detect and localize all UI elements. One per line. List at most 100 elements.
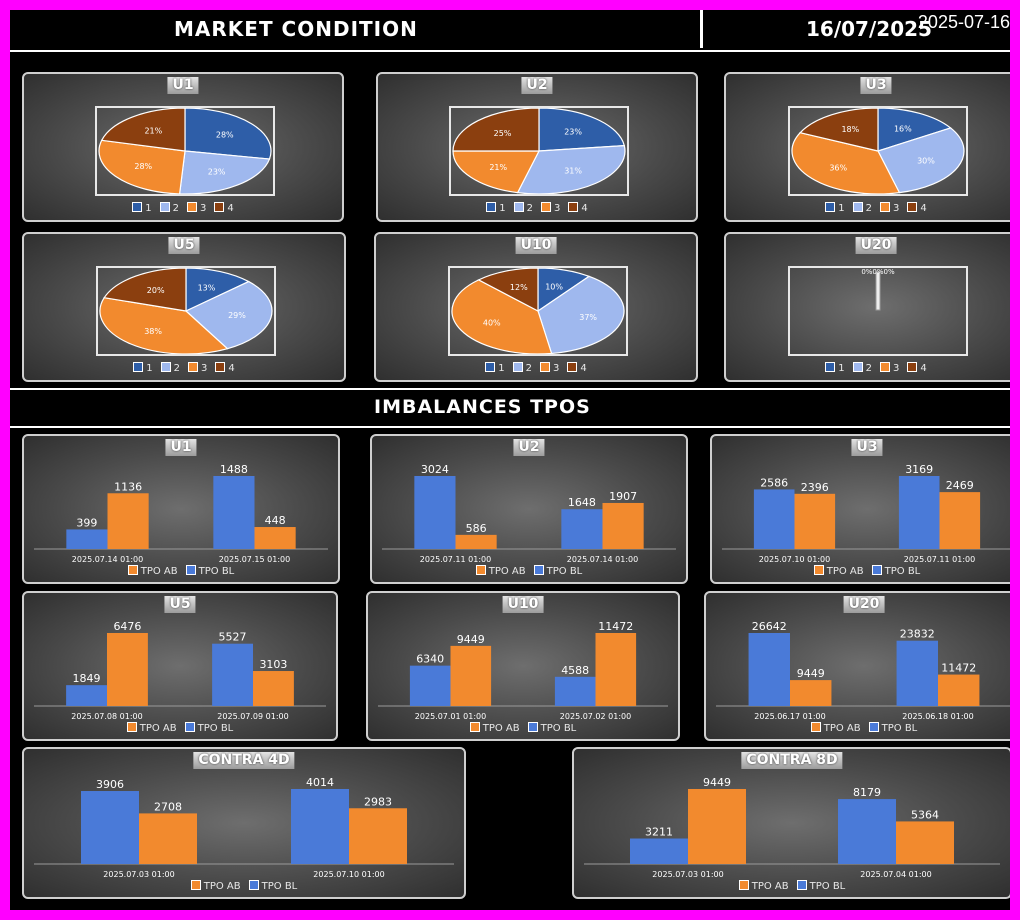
chart-legend: TPO AB TPO BL [24, 565, 338, 577]
bar [409, 665, 451, 706]
chart-title: CONTRA 4D [193, 752, 295, 769]
legend-swatch [533, 565, 544, 575]
bar [81, 791, 139, 864]
legend-label: 2 [525, 363, 532, 374]
x-tick-label: 2025.07.11 01:00 [420, 555, 491, 564]
chart-title: U1 [167, 77, 199, 94]
legend-item: TPO AB [469, 722, 520, 734]
chart-legend: 1 2 3 4 [726, 362, 1010, 374]
chart-title: U2 [513, 439, 545, 456]
legend-swatch [813, 565, 824, 575]
legend-swatch [513, 202, 524, 212]
pie-svg: 13% 29% 38% 20% [99, 268, 273, 354]
chart-title: U5 [164, 596, 196, 613]
slice-label: 23% [208, 167, 226, 176]
legend-label: TPO BL [540, 723, 577, 734]
chart-panel: U5 1849 6476 2025.07.08 01:00 5527 3103 2025.0… [22, 591, 338, 741]
x-tick-label: 2025.07.04 01:00 [860, 870, 931, 879]
chart-panel: U2 3024 586 2025.07.11 01:00 1648 1907 2025.07… [370, 434, 688, 584]
chart-legend: TPO AB TPO BL [372, 565, 686, 577]
bar-value-label: 4588 [561, 664, 589, 677]
chart-legend: TPO AB TPO BL [368, 722, 678, 734]
legend-label: 3 [893, 363, 900, 374]
chart-title: U10 [515, 237, 557, 254]
bar-value-label: 8179 [853, 786, 881, 799]
slice-label: 23% [564, 128, 582, 137]
chart-panel: U5 13% 29% 38% 20% 1 2 3 4 [22, 232, 346, 382]
legend-swatch [187, 202, 197, 212]
legend-swatch [541, 202, 551, 212]
pie-slice [799, 108, 879, 152]
legend-label: 3 [554, 203, 561, 214]
pie-slice [452, 150, 540, 194]
slice-label: 21% [489, 163, 507, 172]
bar [66, 685, 107, 706]
legend-swatch [825, 202, 836, 212]
bar-value-label: 9449 [797, 667, 825, 680]
bar-chart-svg: 399 1136 2025.07.14 01:00 1488 448 2025.07.15… [34, 463, 328, 564]
legend-swatch [160, 362, 171, 372]
bar-value-label: 3906 [96, 778, 124, 791]
slice-label: 18% [841, 125, 859, 134]
chart-panel: U20 0%0%0% 1 2 3 4 [724, 232, 1010, 382]
chart-legend: TPO AB TPO BL [706, 722, 1010, 734]
legend-item: 2 [513, 202, 533, 214]
bar-chart-svg: 26642 9449 2025.06.17 01:00 23832 11472 2025.… [716, 620, 1010, 721]
legend-item: 4 [568, 202, 588, 214]
pie-slice [877, 108, 952, 152]
bar-value-label: 586 [466, 522, 487, 535]
chart-title: U3 [860, 77, 892, 94]
bar [748, 633, 790, 706]
bar-value-label: 1136 [114, 480, 142, 493]
bar-value-label: 6340 [416, 653, 444, 666]
pie-slice [451, 279, 553, 354]
pie-slice [99, 297, 229, 354]
dashboard: MARKET CONDITION 16/07/2025 IMBALANCES T… [10, 10, 1010, 910]
legend-label: TPO BL [198, 566, 235, 577]
legend-swatch [512, 362, 523, 372]
chart-title: U20 [855, 237, 897, 254]
legend-item: 1 [132, 202, 152, 214]
x-tick-label: 2025.07.14 01:00 [567, 555, 638, 564]
pie-frame: 10% 37% 40% 12% [448, 266, 628, 356]
legend-item: 3 [188, 362, 207, 374]
pie-frame: 16% 30% 36% 18% [788, 106, 968, 196]
bar [938, 674, 980, 706]
legend-item: 3 [880, 202, 899, 214]
x-tick-label: 2025.07.09 01:00 [217, 712, 288, 721]
legend-label: TPO BL [881, 723, 918, 734]
legend-label: 4 [920, 203, 927, 214]
x-tick-label: 2025.07.15 01:00 [219, 555, 290, 564]
slice-label: 31% [564, 166, 582, 175]
legend-item: TPO AB [813, 565, 864, 577]
bar [794, 493, 836, 549]
slice-label: 28% [134, 162, 152, 171]
bar [790, 680, 832, 706]
legend-label: TPO BL [884, 566, 921, 577]
bar [630, 838, 688, 864]
legend-label: 2 [865, 363, 872, 374]
chart-title: U3 [851, 439, 883, 456]
bar-chart-svg: 1849 6476 2025.07.08 01:00 5527 3103 2025.07.… [34, 620, 326, 721]
chart-title: U5 [168, 237, 200, 254]
legend-item: 3 [187, 202, 206, 214]
header-date: 16/07/2025 [806, 17, 932, 41]
legend-label: 1 [498, 363, 505, 374]
legend-label: TPO BL [546, 566, 583, 577]
legend-item: TPO BL [185, 565, 235, 577]
legend-label: 4 [228, 363, 235, 374]
legend-swatch [527, 722, 538, 732]
slice-label: 25% [494, 129, 512, 138]
bar [898, 476, 940, 549]
legend-swatch [133, 362, 144, 372]
x-tick-label: 2025.07.10 01:00 [313, 870, 384, 879]
legend-swatch [567, 362, 578, 372]
legend-label: TPO BL [261, 881, 298, 892]
legend-label: 2 [173, 363, 180, 374]
slice-label: 28% [216, 131, 234, 140]
pie-slice [184, 108, 272, 160]
bar [253, 671, 294, 706]
bar [349, 808, 407, 864]
bar-value-label: 448 [265, 514, 286, 527]
legend-swatch [185, 565, 196, 575]
